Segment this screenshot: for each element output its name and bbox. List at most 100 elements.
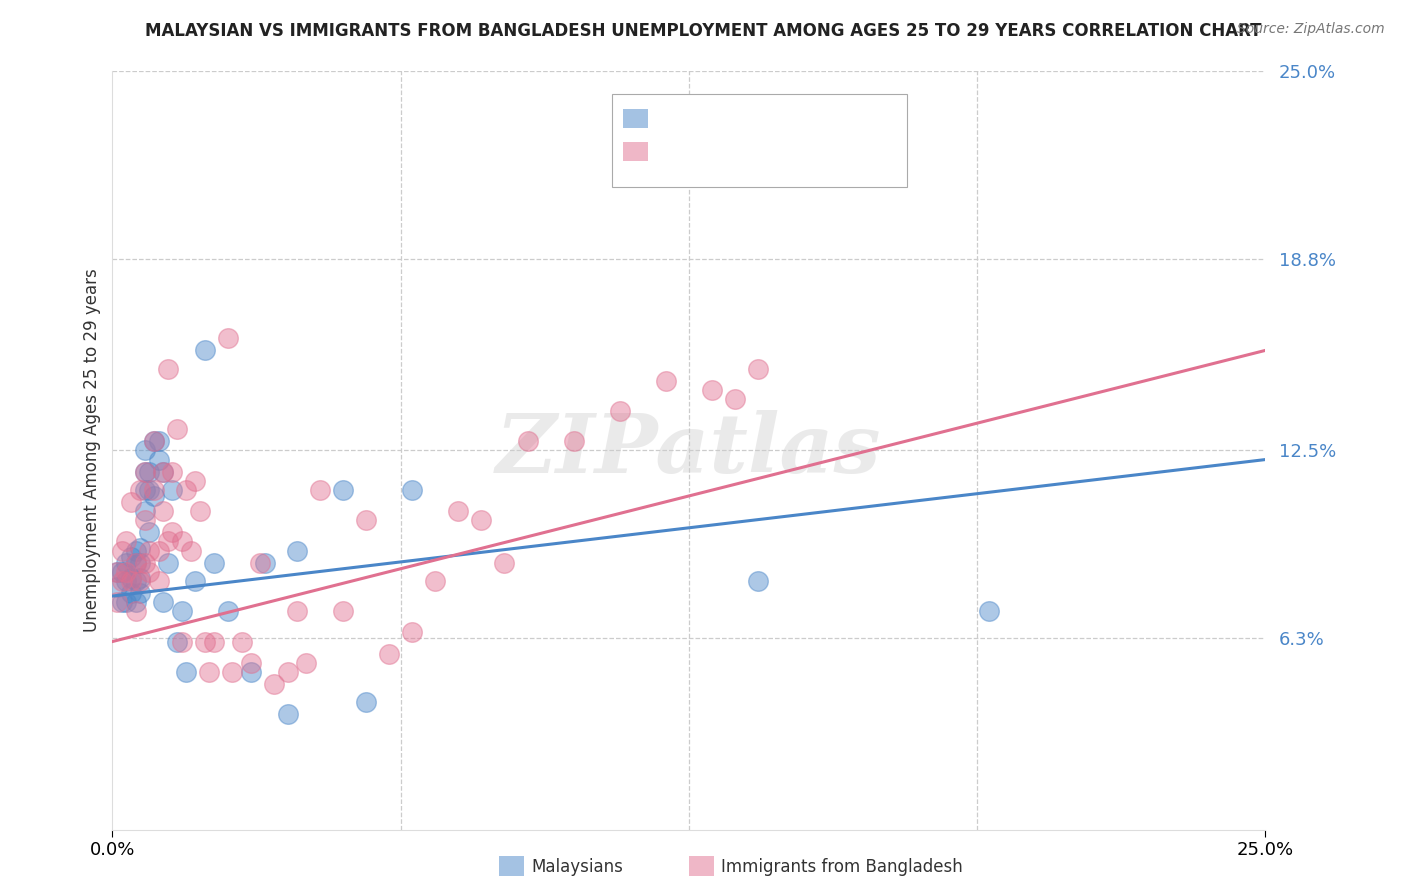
Point [115,565,138,579]
Text: 62: 62 [799,143,823,161]
Point [152,504,174,518]
Point [174,483,197,497]
Point [354,695,377,709]
Text: Source: ZipAtlas.com: Source: ZipAtlas.com [1237,22,1385,37]
Point [138,465,160,479]
Point [143,489,166,503]
Point [115,595,138,609]
Point [143,434,166,449]
Point [134,483,156,497]
Text: 49: 49 [799,110,823,128]
Point [120,495,142,509]
Point [747,574,769,588]
Point [143,483,166,497]
Point [354,513,377,527]
Text: R =: R = [658,110,696,128]
Y-axis label: Unemployment Among Ages 25 to 29 years: Unemployment Among Ages 25 to 29 years [83,268,101,632]
Point [378,647,401,661]
Text: R =: R = [658,143,696,161]
Point [134,465,156,479]
Point [609,404,631,418]
Point [231,634,253,648]
Point [239,665,262,679]
Point [162,465,184,479]
Point [134,465,156,479]
Point [277,707,299,722]
Point [170,634,193,648]
Point [470,513,492,527]
Point [105,595,128,609]
Point [129,571,152,585]
Point [143,434,166,449]
Point [134,556,156,570]
Text: ZIPatlas: ZIPatlas [496,410,882,491]
Point [105,565,128,579]
Point [129,586,152,600]
Point [105,565,128,579]
Point [217,331,239,345]
Point [124,604,146,618]
Point [124,556,146,570]
Point [152,465,174,479]
Point [134,513,156,527]
Point [115,556,138,570]
Point [120,571,142,585]
Point [295,656,318,670]
Point [129,574,152,588]
Point [120,549,142,564]
Point [494,556,516,570]
Point [198,665,221,679]
Point [148,574,170,588]
Point [249,556,271,570]
Point [194,343,217,358]
Point [124,543,146,558]
Text: 0.121: 0.121 [700,110,755,128]
Point [202,634,225,648]
Point [115,574,138,588]
Point [148,434,170,449]
Point [401,483,423,497]
Point [174,665,197,679]
Point [184,574,207,588]
Point [148,543,170,558]
Point [156,556,179,570]
Point [120,586,142,600]
Point [184,474,207,488]
Point [170,534,193,549]
Text: N =: N = [759,143,799,161]
Text: 0.336: 0.336 [700,143,755,161]
Point [111,574,134,588]
Point [253,556,276,570]
Point [148,452,170,467]
Point [747,361,769,376]
Point [124,574,146,588]
Point [194,634,217,648]
Point [120,574,142,588]
Point [309,483,332,497]
Text: Immigrants from Bangladesh: Immigrants from Bangladesh [721,858,963,876]
Point [239,656,262,670]
Point [111,565,134,579]
Point [134,504,156,518]
Point [134,443,156,458]
Text: MALAYSIAN VS IMMIGRANTS FROM BANGLADESH UNEMPLOYMENT AMONG AGES 25 TO 29 YEARS C: MALAYSIAN VS IMMIGRANTS FROM BANGLADESH … [145,22,1261,40]
Point [124,556,146,570]
Point [217,604,239,618]
Point [188,504,211,518]
Point [977,604,1000,618]
Point [655,374,678,388]
Point [162,483,184,497]
Point [277,665,299,679]
Point [180,543,202,558]
Point [124,595,146,609]
Point [156,361,179,376]
Point [332,604,354,618]
Point [221,665,243,679]
Point [129,541,152,555]
Point [401,625,423,640]
Point [152,465,174,479]
Point [138,565,160,579]
Point [332,483,354,497]
Point [170,604,193,618]
Point [285,543,308,558]
